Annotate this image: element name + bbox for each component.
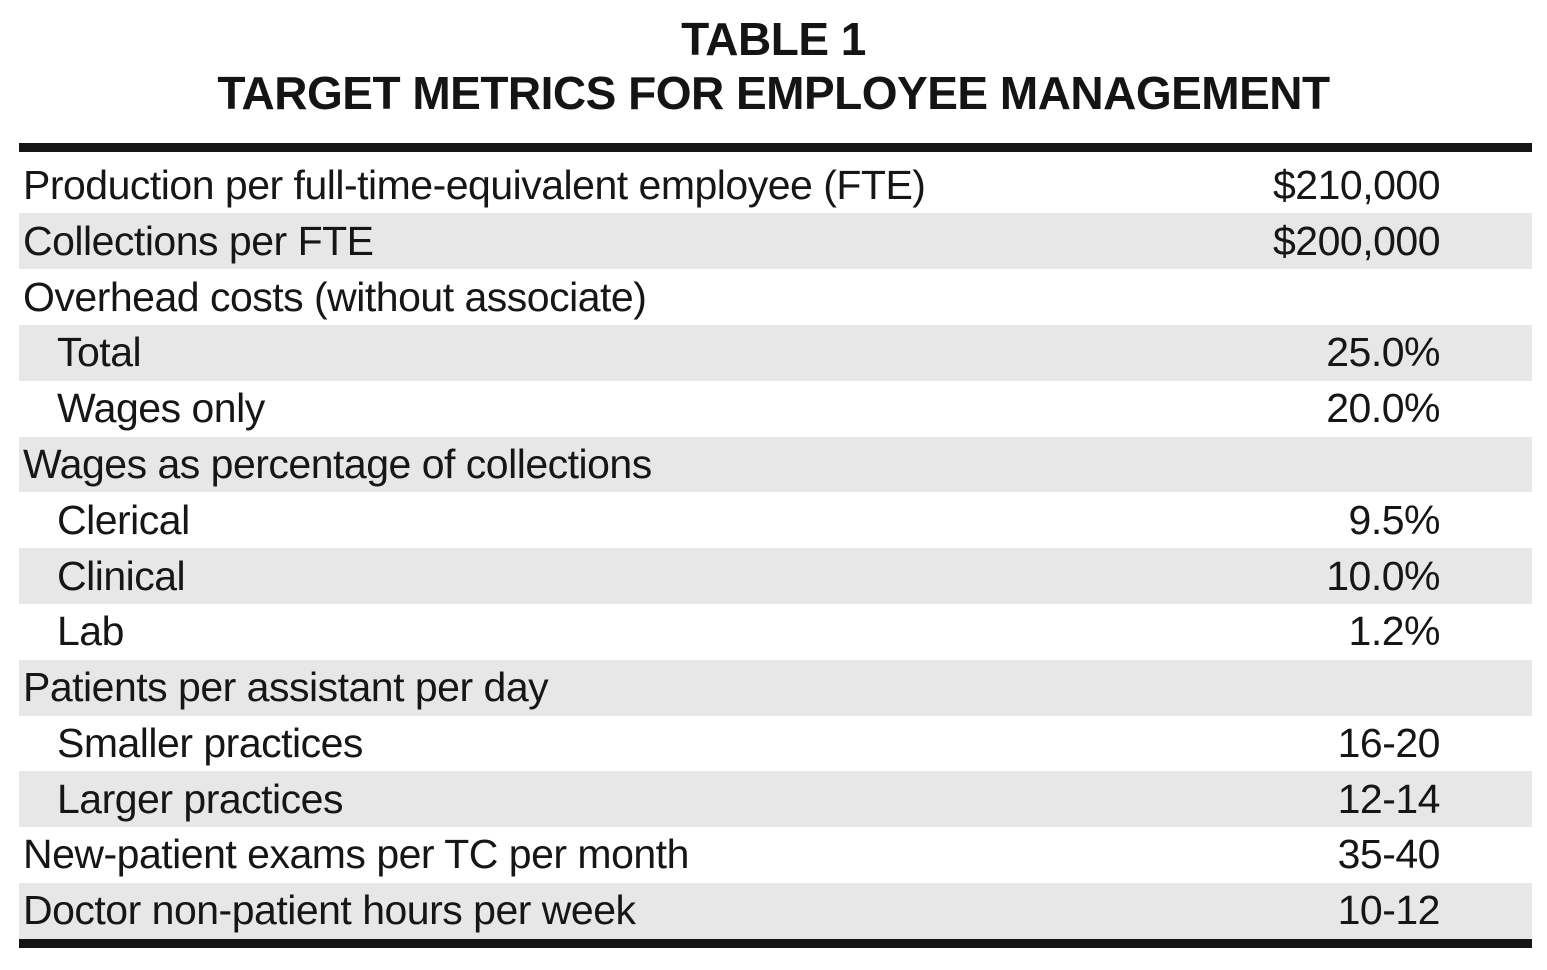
row-label: New-patient exams per TC per month (23, 831, 689, 878)
row-value: 35-40 (1337, 831, 1441, 878)
section-label: Overhead costs (without associate) (23, 273, 647, 320)
table-row: Smaller practices 16-20 (19, 715, 1532, 772)
table-row: Clerical 9.5% (19, 492, 1532, 549)
row-value: $210,000 (1272, 161, 1441, 208)
table-number-heading: TABLE 1 (681, 13, 866, 65)
row-value: 1.2% (1348, 608, 1441, 655)
table-row: New-patient exams per TC per month 35-40 (19, 827, 1532, 883)
table-row: Production per full-time-equivalent empl… (19, 157, 1532, 214)
row-value: 10.0% (1326, 552, 1440, 599)
table-title: TABLE 1 TARGET METRICS FOR EMPLOYEE MANA… (0, 0, 1547, 121)
table-row: Clinical 10.0% (19, 548, 1532, 604)
row-value: 20.0% (1326, 385, 1440, 432)
metrics-table: Production per full-time-equivalent empl… (19, 142, 1532, 948)
table-section-row: Wages as percentage of collections (19, 436, 1532, 493)
row-label: Total (57, 329, 142, 376)
row-label: Larger practices (57, 775, 343, 822)
row-label: Clinical (57, 552, 186, 599)
section-label: Patients per assistant per day (23, 664, 549, 711)
table-row: Collections per FTE $200,000 (19, 213, 1532, 270)
table-section-row: Overhead costs (without associate) (19, 269, 1532, 325)
row-label: Lab (57, 608, 124, 655)
row-label: Production per full-time-equivalent empl… (23, 161, 926, 208)
row-label: Doctor non-patient hours per week (23, 887, 636, 934)
row-label: Clerical (57, 496, 190, 543)
table-row: Wages only 20.0% (19, 380, 1532, 437)
row-label: Smaller practices (57, 719, 363, 766)
row-label: Collections per FTE (23, 217, 374, 264)
row-value: 25.0% (1326, 329, 1440, 376)
row-value: 16-20 (1337, 719, 1441, 766)
row-value: 12-14 (1337, 775, 1441, 822)
row-value: 10-12 (1337, 887, 1441, 934)
table-row: Larger practices 12-14 (19, 771, 1532, 828)
section-label: Wages as percentage of collections (23, 440, 652, 487)
table-row: Doctor non-patient hours per week 10-12 (19, 882, 1532, 939)
row-label: Wages only (57, 385, 265, 432)
table-section-row: Patients per assistant per day (19, 659, 1532, 716)
table-caption-heading: TARGET METRICS FOR EMPLOYEE MANAGEMENT (217, 67, 1330, 120)
row-value: 9.5% (1348, 496, 1441, 543)
row-value: $200,000 (1272, 217, 1441, 264)
table-row: Total 25.0% (19, 324, 1532, 381)
table-row: Lab 1.2% (19, 603, 1532, 660)
